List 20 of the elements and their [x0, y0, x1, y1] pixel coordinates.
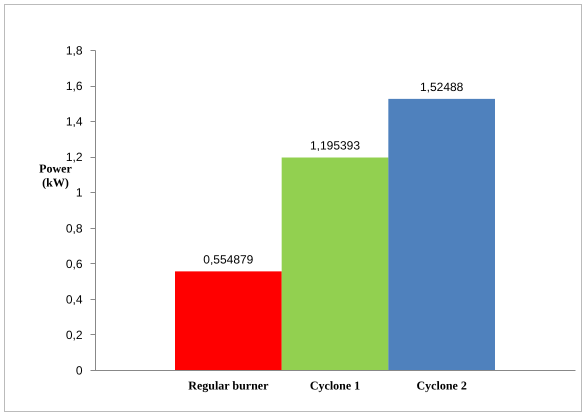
data-label: 1,195393 [310, 138, 360, 152]
y-tick-label: 0,8 [66, 221, 83, 236]
x-tick-label: Cyclone 2 [416, 378, 467, 392]
x-tick-label: Regular burner [188, 378, 270, 392]
data-label: 0,554879 [203, 252, 254, 266]
y-tick-label: 1,4 [66, 114, 83, 129]
y-tick-label: 0,2 [66, 328, 83, 342]
y-tick-label: 0 [76, 364, 83, 378]
bar [175, 271, 282, 370]
data-label: 1,52488 [420, 80, 464, 94]
bar [388, 98, 495, 370]
y-tick-label: 1,6 [66, 79, 83, 94]
y-axis-title: Power (kW) [39, 162, 72, 190]
y-tick-label: 1,2 [66, 150, 83, 164]
y-tick-label: 1,8 [66, 44, 83, 58]
x-tick-label: Cyclone 1 [310, 378, 360, 392]
y-tick-label: 0,6 [66, 256, 83, 271]
y-tick-label: 1 [76, 186, 83, 200]
y-tick-label: 0,4 [66, 292, 83, 306]
bar [282, 157, 388, 370]
